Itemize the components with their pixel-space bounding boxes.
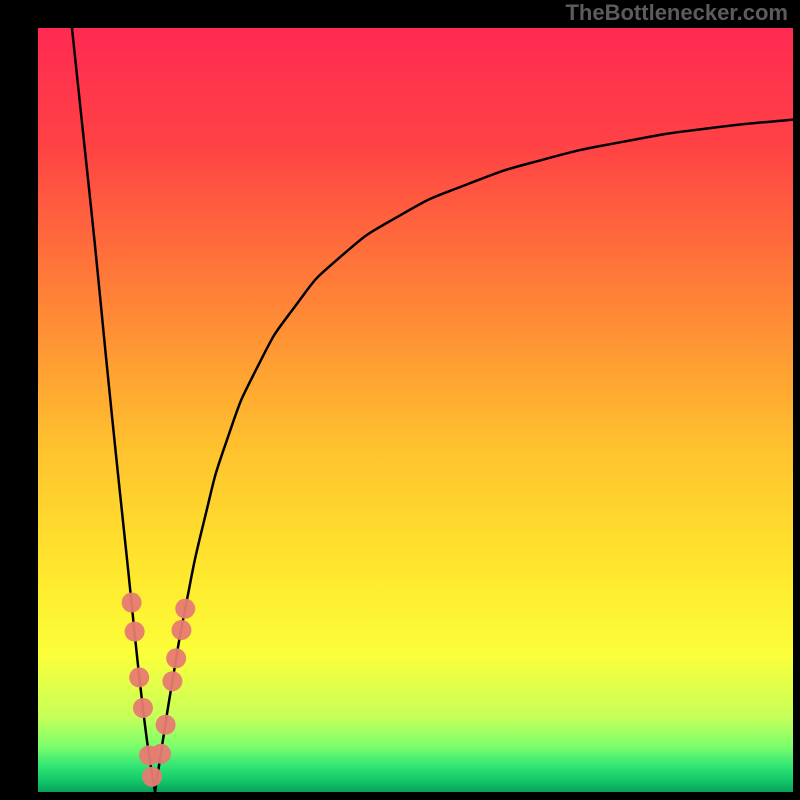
scatter-point: [133, 698, 153, 718]
scatter-point: [162, 671, 182, 691]
chart-background: [38, 28, 793, 792]
scatter-point: [156, 715, 176, 735]
scatter-point: [125, 622, 145, 642]
bottleneck-curve-chart: [38, 28, 793, 792]
scatter-point: [142, 767, 162, 787]
watermark-text: TheBottlenecker.com: [565, 0, 788, 26]
scatter-point: [122, 593, 142, 613]
scatter-point: [171, 620, 191, 640]
scatter-point: [166, 648, 186, 668]
scatter-point: [129, 667, 149, 687]
scatter-point: [151, 744, 171, 764]
scatter-point: [175, 599, 195, 619]
